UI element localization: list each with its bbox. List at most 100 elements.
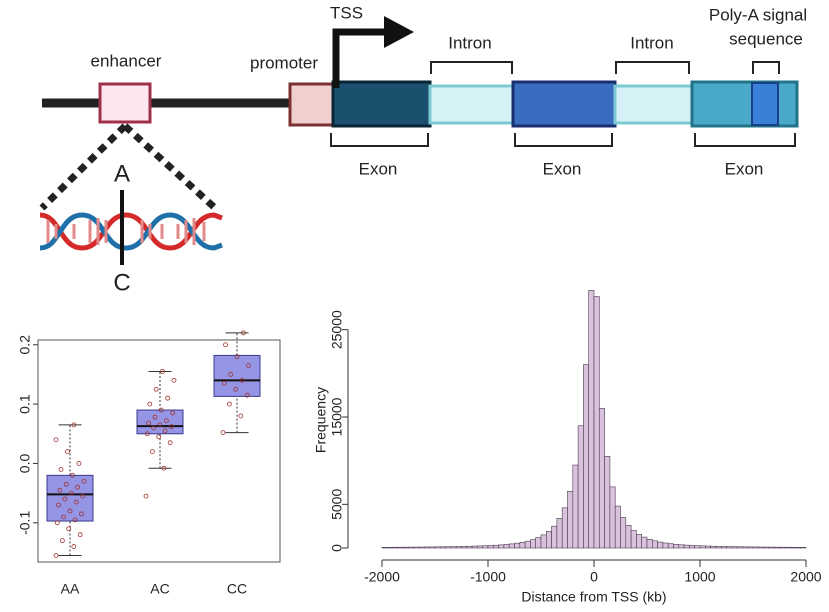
bar (567, 490, 574, 549)
tss-label: TSS (330, 3, 363, 22)
data-point (153, 386, 159, 392)
data-point (79, 511, 84, 517)
data-point (57, 487, 63, 493)
data-point (151, 425, 157, 431)
bar (694, 545, 701, 549)
data-point (223, 342, 228, 348)
bar (492, 544, 499, 549)
enhancer-label: enhancer (91, 51, 162, 70)
bar (455, 546, 462, 549)
bar (689, 545, 696, 549)
bar (773, 546, 780, 549)
y-tick-label: 25000 (329, 310, 345, 349)
bar (593, 296, 600, 549)
bar (704, 545, 711, 549)
bar (736, 546, 743, 549)
exon-label: Exon (359, 159, 398, 178)
y-axis-label: Frequency (313, 387, 329, 453)
bar (646, 538, 653, 549)
data-point (80, 493, 86, 499)
bar (609, 486, 616, 549)
data-point (75, 484, 81, 490)
bar (763, 546, 770, 549)
allele-label: A (114, 160, 130, 187)
data-point (68, 490, 74, 496)
bar (498, 544, 505, 549)
data-point (162, 428, 168, 434)
bar (551, 525, 558, 549)
bar (614, 505, 621, 549)
data-point (67, 508, 73, 514)
bar (630, 530, 637, 549)
data-point (58, 467, 64, 472)
bar (386, 546, 393, 549)
bar (747, 546, 754, 549)
exon (511, 80, 617, 128)
y-tick-label: 0.1 (17, 394, 33, 414)
bar (503, 544, 510, 549)
bar (768, 546, 775, 549)
data-point (226, 401, 232, 407)
data-point (61, 514, 67, 520)
bar (657, 541, 664, 549)
data-point (63, 481, 69, 487)
bar (636, 534, 643, 549)
data-point (163, 418, 169, 424)
data-point (246, 363, 251, 368)
y-tick-label: -0.1 (17, 511, 33, 535)
data-point (71, 544, 77, 549)
intron (613, 84, 694, 125)
data-point (244, 392, 250, 398)
enhancer-box (98, 82, 152, 124)
bar (439, 546, 446, 549)
bar (789, 546, 796, 549)
x-tick-label: -1000 (470, 569, 506, 585)
x-tick-label: 1000 (684, 569, 715, 585)
data-point (81, 478, 87, 484)
x-tick-label: 0 (590, 569, 598, 585)
y-tick-label: 0 (329, 544, 345, 552)
poly-a-label: sequence (729, 29, 803, 48)
bar (514, 542, 521, 549)
data-point (149, 449, 155, 454)
x-tick-label: 2000 (790, 569, 821, 585)
data-point (65, 449, 70, 454)
y-tick-label: 15000 (329, 397, 345, 436)
bar (572, 464, 579, 549)
bracket (330, 133, 796, 147)
bar (477, 545, 483, 549)
data-point (143, 493, 149, 499)
bar (461, 546, 468, 549)
exon (331, 80, 432, 128)
data-point (228, 372, 234, 377)
bracket (430, 61, 780, 74)
bar (752, 546, 759, 549)
bar (381, 547, 388, 549)
bar (418, 546, 425, 549)
bar (673, 544, 680, 549)
data-point (76, 461, 82, 466)
bar (540, 534, 547, 549)
intron-label: Intron (630, 33, 673, 52)
data-point (70, 472, 75, 478)
bar (715, 546, 722, 549)
data-point (54, 520, 60, 526)
data-point (161, 465, 167, 471)
exon (690, 80, 799, 128)
bar (699, 545, 706, 549)
intron-label: Intron (448, 33, 491, 52)
strand (39, 212, 223, 251)
bar (678, 544, 685, 549)
data-point (170, 410, 176, 416)
data-point (59, 538, 65, 544)
data-point (167, 440, 173, 446)
data-point (160, 369, 165, 374)
box (136, 409, 184, 435)
data-point (56, 502, 61, 508)
x-tick-label: AA (61, 581, 80, 597)
bar (726, 546, 733, 549)
bar (588, 290, 595, 549)
bar (800, 547, 807, 549)
bar (757, 546, 764, 549)
